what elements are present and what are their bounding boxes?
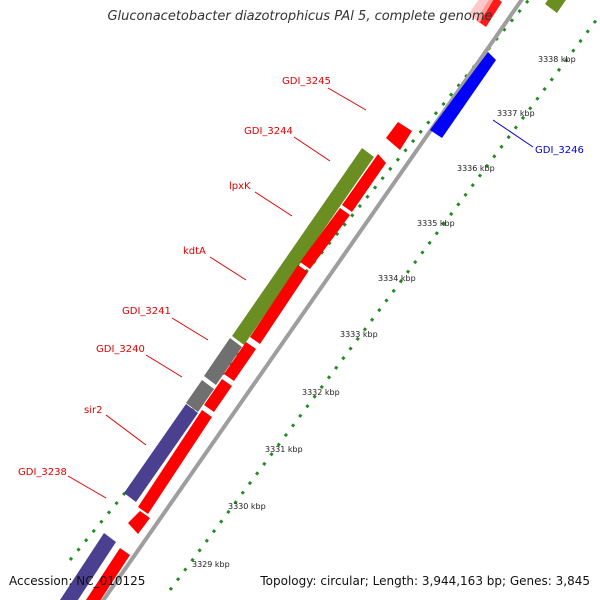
tick-label: 3333 kbp bbox=[340, 330, 378, 339]
gene-arrow[interactable] bbox=[300, 208, 350, 269]
genome-backbone bbox=[101, 0, 524, 600]
gene-arrow[interactable] bbox=[386, 122, 412, 150]
gene-label[interactable]: lpxK bbox=[229, 181, 251, 192]
gene-segment[interactable] bbox=[232, 148, 374, 345]
topology-text: Topology: circular; Length: 3,944,163 bp… bbox=[260, 574, 590, 588]
gene-arrow[interactable] bbox=[250, 265, 308, 344]
gene-label[interactable]: GDI_3246 bbox=[535, 145, 584, 156]
gene-arrow[interactable] bbox=[86, 548, 130, 600]
gene-arrow[interactable] bbox=[128, 511, 150, 534]
gene-arrow[interactable] bbox=[476, 0, 502, 27]
gene-segment[interactable] bbox=[186, 380, 214, 412]
tick-label: 3331 kbp bbox=[265, 445, 303, 454]
outer-feature-track bbox=[60, 0, 572, 600]
reverse-gene-arrow[interactable] bbox=[430, 52, 496, 138]
label-leaders bbox=[67, 87, 534, 499]
tick-label: 3332 kbp bbox=[302, 388, 340, 397]
gene-label[interactable]: kdtA bbox=[183, 246, 206, 257]
gene-label[interactable]: GDI_3240 bbox=[96, 344, 145, 355]
gene-labels: GDI_3245 GDI_3244 lpxK kdtA GDI_3241 GDI… bbox=[18, 76, 584, 478]
tick-label: 3334 kbp bbox=[378, 274, 416, 283]
tick-label: 3329 kbp bbox=[192, 560, 230, 569]
gene-arrow[interactable] bbox=[138, 410, 212, 514]
gene-arrow[interactable] bbox=[468, 0, 494, 22]
gene-segment[interactable] bbox=[60, 533, 116, 600]
gene-label[interactable]: GDI_3244 bbox=[244, 126, 293, 137]
gene-label[interactable]: sir2 bbox=[84, 405, 102, 416]
tick-label: 3336 kbp bbox=[457, 164, 495, 173]
map-title: Gluconacetobacter diazotrophicus PAl 5, … bbox=[107, 9, 493, 24]
tick-label: 3337 kbp bbox=[497, 109, 535, 118]
gene-label[interactable]: GDI_3238 bbox=[18, 467, 67, 478]
gene-segment[interactable] bbox=[204, 338, 242, 385]
accession-text: Accession: NC_010125 bbox=[9, 574, 146, 588]
tick-label: 3335 kbp bbox=[417, 219, 455, 228]
gene-label[interactable]: GDI_3245 bbox=[282, 76, 331, 87]
tick-label: 3338 kbp bbox=[538, 55, 576, 64]
gene-segment[interactable] bbox=[124, 404, 198, 502]
forward-strand-track bbox=[86, 0, 502, 600]
gene-arrow[interactable] bbox=[224, 342, 256, 381]
tick-label: 3330 kbp bbox=[228, 502, 266, 511]
gene-label[interactable]: GDI_3241 bbox=[122, 306, 171, 317]
gene-segment[interactable] bbox=[545, 0, 572, 13]
gene-arrow[interactable] bbox=[342, 154, 386, 212]
gene-arrow[interactable] bbox=[204, 379, 232, 412]
tick-labels: 3329 kbp 3330 kbp 3331 kbp 3332 kbp 3333… bbox=[192, 55, 576, 569]
